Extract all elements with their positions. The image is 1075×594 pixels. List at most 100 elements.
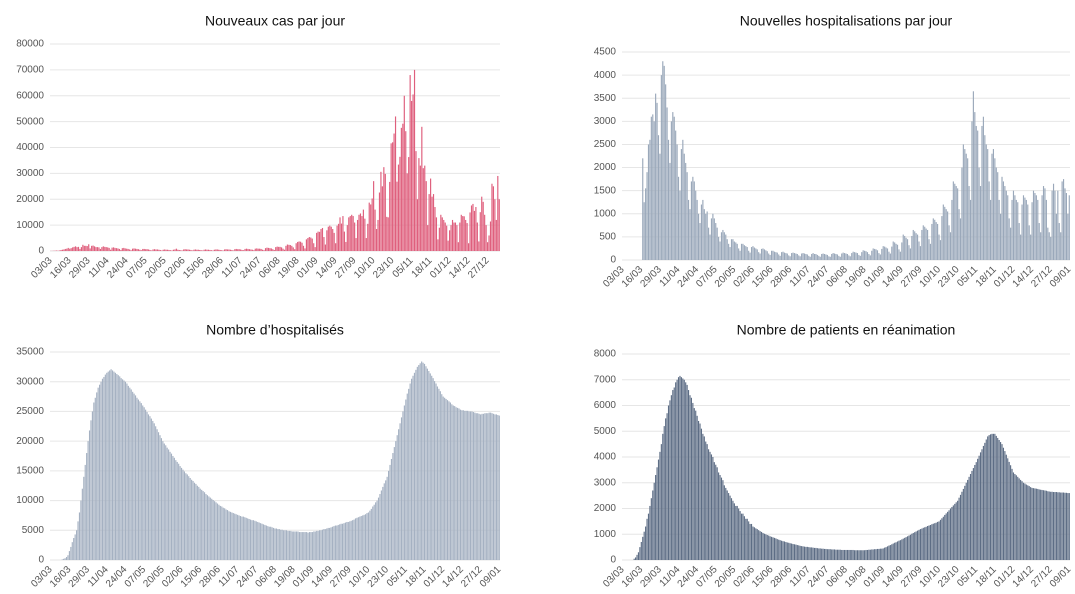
bar	[856, 550, 859, 560]
bar	[169, 451, 171, 560]
bar	[494, 199, 496, 251]
bar	[385, 480, 387, 560]
bar	[356, 219, 359, 251]
x-tick-label: 23/10	[371, 255, 397, 281]
bar	[458, 408, 460, 560]
bar	[971, 121, 973, 260]
bar	[378, 192, 381, 251]
bar	[497, 175, 499, 251]
x-tick-label: 27/12	[466, 255, 492, 281]
y-tick-label: 4000	[594, 452, 617, 463]
bar	[142, 405, 144, 560]
y-tick-label: 5000	[594, 426, 617, 437]
bar	[153, 249, 156, 251]
bar	[395, 441, 397, 560]
bar	[318, 530, 321, 560]
bar	[851, 253, 853, 260]
bar	[261, 523, 263, 560]
bar	[765, 250, 767, 260]
y-tick-label: 10000	[16, 220, 44, 231]
bar	[146, 412, 148, 560]
bar	[874, 549, 876, 560]
bar	[841, 549, 843, 560]
bar	[878, 253, 880, 260]
bar	[916, 234, 919, 260]
bar	[667, 405, 670, 560]
bar	[753, 527, 755, 560]
bar	[243, 250, 245, 251]
bar	[293, 531, 295, 560]
bar	[487, 413, 489, 560]
bar	[473, 210, 476, 251]
bar	[952, 181, 954, 260]
bar	[636, 554, 638, 560]
bar	[170, 453, 173, 560]
bar	[308, 237, 310, 251]
bar	[702, 433, 704, 560]
bar	[738, 508, 740, 560]
y-tick-label: 25000	[16, 406, 44, 417]
bar	[334, 525, 336, 560]
bar	[66, 248, 68, 251]
bar	[922, 225, 924, 260]
bar	[1031, 202, 1033, 260]
bar	[280, 247, 283, 251]
bar	[756, 529, 758, 560]
bar	[1007, 195, 1009, 260]
x-tick-label: 28/06	[197, 564, 223, 590]
bar	[202, 250, 204, 251]
bar	[127, 385, 129, 560]
bar	[64, 248, 66, 251]
bar	[971, 470, 973, 560]
bar	[437, 239, 439, 251]
bar	[781, 540, 783, 560]
bar	[92, 245, 94, 251]
bar	[977, 130, 979, 260]
bar	[675, 382, 677, 560]
bar	[768, 253, 770, 260]
bar	[928, 239, 930, 260]
bar	[876, 548, 879, 560]
bar	[1064, 492, 1066, 560]
bar	[229, 511, 232, 560]
bar	[111, 370, 114, 560]
bar	[133, 393, 135, 560]
chart-title: Nombre d’hospitalisés	[206, 322, 344, 338]
bar	[323, 237, 325, 251]
bar	[114, 372, 116, 560]
bar	[199, 488, 201, 560]
bar	[224, 249, 226, 251]
bar	[791, 543, 793, 560]
bar	[846, 549, 849, 560]
bar	[156, 429, 158, 560]
bar	[228, 249, 230, 251]
bar	[988, 181, 990, 260]
bar	[422, 362, 424, 560]
bar	[172, 456, 174, 560]
bar	[1041, 489, 1043, 560]
bar	[357, 517, 359, 560]
bar	[237, 514, 239, 560]
bar	[1024, 197, 1026, 260]
bar	[829, 256, 831, 260]
bar	[974, 464, 976, 560]
bar	[167, 249, 169, 251]
bar	[136, 397, 138, 560]
y-tick-label: 1500	[594, 185, 617, 196]
bar	[196, 485, 198, 560]
bar	[687, 390, 690, 560]
bar	[871, 549, 873, 560]
bar	[418, 158, 420, 251]
bar	[415, 369, 417, 560]
bar	[836, 549, 838, 560]
bar	[480, 414, 482, 560]
bar	[242, 516, 244, 560]
bar	[647, 144, 650, 260]
bar	[86, 453, 88, 560]
bar	[806, 254, 808, 260]
bar	[992, 149, 994, 260]
bar	[438, 388, 440, 560]
bar	[370, 508, 372, 560]
bar	[234, 513, 236, 560]
y-tick-label: 0	[610, 555, 616, 566]
